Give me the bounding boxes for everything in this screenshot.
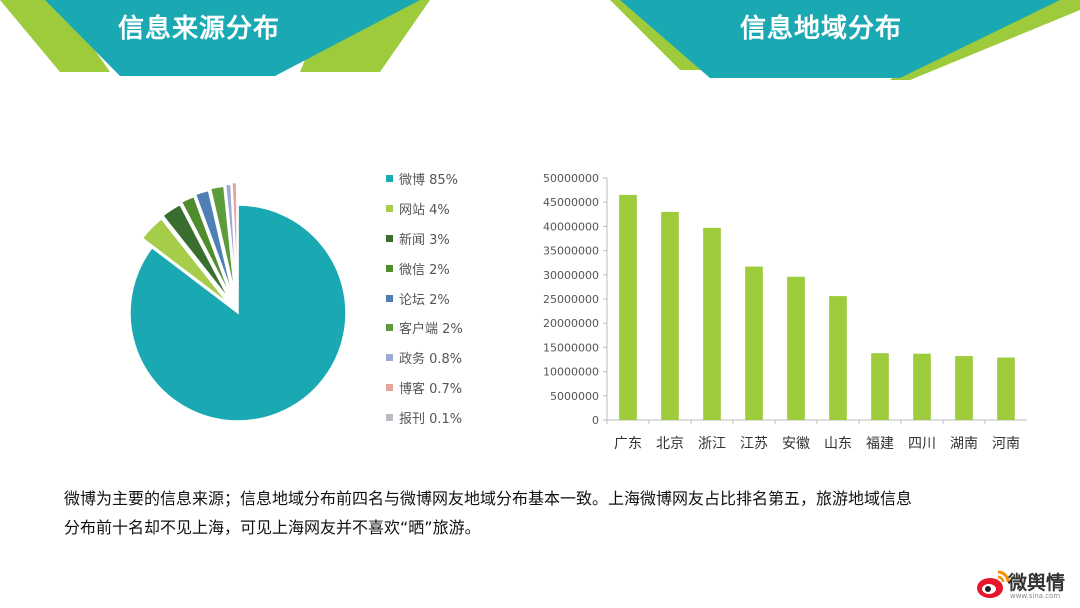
legend-item-news: 新闻 3% xyxy=(386,224,463,254)
y-tick-label: 15000000 xyxy=(543,341,599,354)
bar-河南 xyxy=(997,357,1015,420)
y-tick-label: 40000000 xyxy=(543,220,599,233)
legend-label: 客户端 2% xyxy=(399,322,463,338)
legend-label: 论坛 2% xyxy=(399,292,450,308)
logo-url: www.sina.com xyxy=(1010,592,1061,600)
x-tick-label: 安徽 xyxy=(782,436,810,452)
left-header-banner: 信息来源分布 xyxy=(0,0,430,80)
bar-广东 xyxy=(619,194,637,420)
y-tick-label: 10000000 xyxy=(543,366,599,379)
legend-swatch xyxy=(386,264,393,272)
pie-slice-3 xyxy=(180,195,233,299)
legend-swatch xyxy=(386,354,393,362)
x-tick-label: 福建 xyxy=(866,436,894,452)
y-tick-label: 50000000 xyxy=(543,172,599,185)
legend-swatch xyxy=(386,234,393,242)
x-tick-label: 广东 xyxy=(614,436,642,452)
legend-item-weibo: 微博 85% xyxy=(386,164,463,194)
legend-label: 微博 85% xyxy=(399,173,459,189)
pie-slice-4 xyxy=(194,189,234,297)
y-tick-label: 5000000 xyxy=(550,390,599,403)
y-tick-label: 25000000 xyxy=(543,293,599,306)
pie-slice-6 xyxy=(224,183,238,293)
pie-slice-8 xyxy=(236,180,239,290)
legend-item-government: 政务 0.8% xyxy=(386,343,463,373)
left-header-title: 信息来源分布 xyxy=(118,14,281,44)
legend-swatch xyxy=(386,294,393,302)
summary-text: 微博为主要的信息来源；信息地域分布前四名与微博网友地域分布基本一致。上海微博网友… xyxy=(64,484,1034,542)
x-tick-label: 山东 xyxy=(824,436,852,452)
x-tick-label: 四川 xyxy=(908,436,936,452)
pie-slice-1 xyxy=(141,217,229,305)
right-header-banner: 信息地域分布 xyxy=(600,0,1080,84)
bar-江苏 xyxy=(745,266,763,420)
pie-slice-2 xyxy=(161,203,231,301)
legend-item-wechat: 微信 2% xyxy=(386,253,463,283)
bar-安徽 xyxy=(787,276,805,420)
x-tick-label: 湖南 xyxy=(950,436,978,452)
legend-item-client: 客户端 2% xyxy=(386,313,463,343)
y-tick-label: 45000000 xyxy=(543,196,599,209)
legend-item-website: 网站 4% xyxy=(386,194,463,224)
x-tick-label: 江苏 xyxy=(740,436,768,452)
legend-swatch xyxy=(386,413,393,421)
legend-label: 政务 0.8% xyxy=(399,352,463,368)
pie-slice-0 xyxy=(129,204,347,422)
legend-swatch xyxy=(386,205,393,213)
x-tick-label: 浙江 xyxy=(698,436,726,452)
legend-item-newspaper: 报刊 0.1% xyxy=(386,402,463,432)
bar-四川 xyxy=(913,353,931,420)
legend-item-blog: 博客 0.7% xyxy=(386,373,463,403)
legend-label: 微信 2% xyxy=(399,262,450,278)
bar-山东 xyxy=(829,296,847,420)
pie-legend: 微博 85% 网站 4% 新闻 3% 微信 2% 论坛 2% 客户端 2% 政务… xyxy=(386,164,463,432)
weibo-eye-icon xyxy=(977,570,1010,598)
bar-北京 xyxy=(661,211,679,420)
bar-湖南 xyxy=(955,356,973,420)
legend-label: 报刊 0.1% xyxy=(399,411,463,427)
weiyuqing-logo: 微舆情 www.sina.com xyxy=(976,564,1076,604)
logo-text: 微舆情 xyxy=(1008,572,1066,594)
x-tick-label: 河南 xyxy=(992,436,1020,452)
x-tick-label: 北京 xyxy=(656,436,684,452)
bar-浙江 xyxy=(703,227,721,420)
legend-label: 博客 0.7% xyxy=(399,381,463,397)
legend-label: 网站 4% xyxy=(399,203,450,219)
summary-line-2: 分布前十名却不见上海，可见上海网友并不喜欢“晒”旅游。 xyxy=(64,518,481,537)
bar-福建 xyxy=(871,353,889,420)
legend-label: 新闻 3% xyxy=(399,232,450,248)
right-header-title: 信息地域分布 xyxy=(740,14,903,44)
y-tick-label: 30000000 xyxy=(543,269,599,282)
y-tick-label: 20000000 xyxy=(543,317,599,330)
legend-swatch xyxy=(386,175,393,183)
y-tick-label: 0 xyxy=(592,414,599,427)
y-tick-label: 35000000 xyxy=(543,245,599,258)
pie-slice-5 xyxy=(209,185,236,294)
legend-item-forum: 论坛 2% xyxy=(386,283,463,313)
legend-swatch xyxy=(386,383,393,391)
summary-line-1: 微博为主要的信息来源；信息地域分布前四名与微博网友地域分布基本一致。上海微博网友… xyxy=(64,489,913,508)
legend-swatch xyxy=(386,324,393,332)
